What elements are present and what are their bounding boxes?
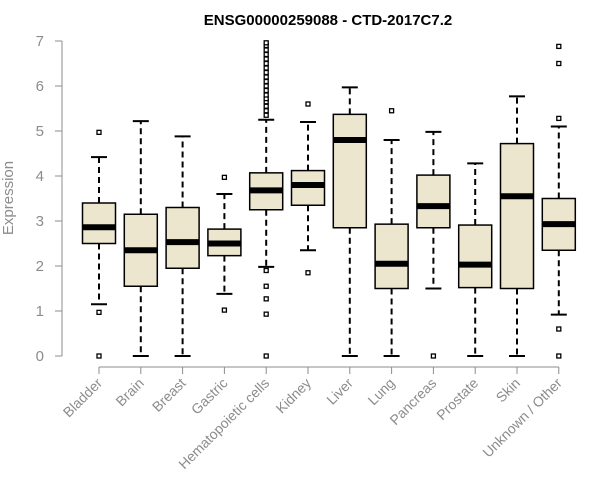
x-tick-label: Brain	[112, 375, 146, 409]
outlier-point	[556, 60, 562, 67]
outlier-point	[263, 267, 269, 274]
outlier-point	[556, 326, 562, 332]
outlier-point	[430, 353, 437, 359]
outlier-point	[556, 43, 562, 50]
box-lung	[374, 108, 409, 357]
x-tick-label: Liver	[323, 375, 356, 408]
y-tick-label: 5	[36, 123, 44, 140]
outlier-point	[263, 353, 269, 359]
y-tick-label: 0	[36, 348, 44, 365]
outlier-point	[263, 51, 269, 58]
x-tick-label: Unknown / Other	[479, 375, 565, 461]
y-tick-label: 6	[36, 78, 44, 95]
plot-area	[81, 40, 577, 359]
outlier-point	[388, 108, 395, 114]
box-hematopoietic-cells	[248, 40, 284, 359]
y-tick-label: 4	[36, 168, 44, 185]
iqr-box	[81, 202, 117, 245]
outlier-point	[263, 283, 269, 289]
outlier-point	[263, 60, 269, 67]
x-tick-label: Breast	[149, 375, 189, 415]
y-axis: 0 1 2 3 4 5 6 7	[36, 33, 63, 365]
iqr-box	[165, 206, 200, 269]
outlier-point	[263, 56, 269, 62]
y-tick-label: 1	[36, 303, 44, 320]
y-axis-label: Expression	[0, 161, 17, 235]
x-tick-label: Skin	[493, 375, 524, 406]
iqr-box	[416, 174, 451, 229]
outlier-point	[263, 65, 269, 71]
box-brain	[123, 120, 159, 357]
outlier-point	[263, 47, 269, 53]
outlier-point	[263, 87, 269, 94]
outlier-point	[263, 92, 269, 98]
outlier-point	[263, 296, 269, 302]
box-skin	[499, 95, 535, 357]
x-tick-label: Prostate	[433, 375, 481, 423]
box-kidney	[290, 101, 326, 276]
outlier-point	[263, 69, 269, 76]
box-bladder	[81, 129, 117, 359]
outlier-point	[263, 311, 269, 317]
outlier-point	[305, 270, 311, 276]
outlier-point	[96, 309, 102, 316]
iqr-box	[332, 113, 368, 229]
outlier-point	[263, 74, 269, 80]
box-prostate	[457, 162, 493, 357]
box-unknown-other	[541, 43, 577, 359]
outlier-point	[263, 40, 269, 46]
x-tick-label: Kidney	[273, 375, 315, 417]
box-liver	[332, 86, 368, 357]
box-gastric	[207, 174, 242, 313]
outlier-point	[556, 115, 562, 122]
iqr-box	[499, 142, 535, 290]
x-tick-label: Lung	[364, 375, 397, 408]
outlier-point	[263, 83, 269, 89]
iqr-box	[374, 223, 409, 290]
outlier-point	[263, 78, 269, 85]
outlier-point	[305, 101, 311, 107]
box-breast	[165, 135, 200, 357]
iqr-box	[457, 224, 493, 289]
outlier-point	[96, 353, 102, 359]
y-tick-label: 7	[36, 33, 44, 50]
chart-title: ENSG00000259088 - CTD-2017C7.2	[204, 12, 452, 29]
box-pancreas	[416, 130, 451, 359]
y-tick-label: 2	[36, 258, 44, 275]
outlier-point	[221, 174, 228, 181]
outlier-point	[556, 353, 562, 359]
outlier-point	[96, 129, 102, 136]
outlier-point	[263, 103, 269, 109]
outlier-point	[263, 108, 269, 114]
outlier-point	[263, 112, 269, 118]
x-tick-label: Bladder	[60, 375, 106, 421]
y-tick-label: 3	[36, 213, 44, 230]
outlier-point	[221, 307, 228, 313]
